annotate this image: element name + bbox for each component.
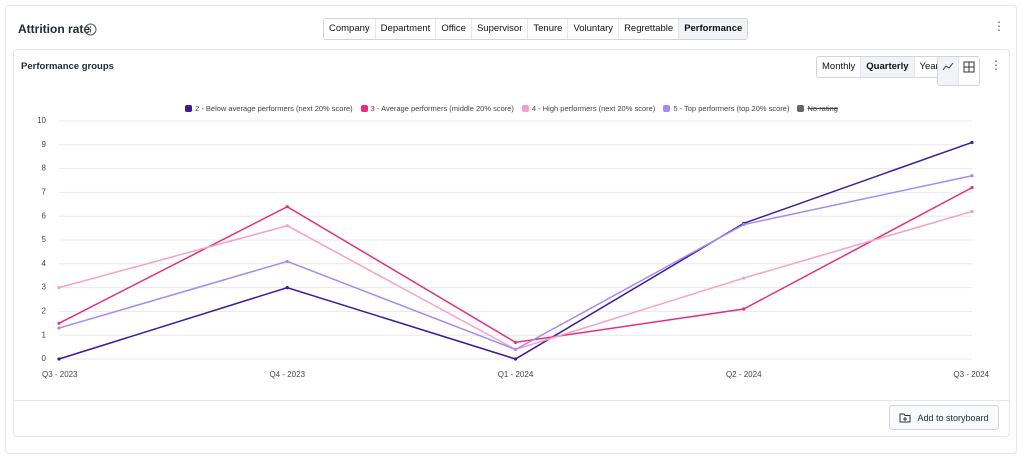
tab[interactable]: Regrettable	[619, 19, 680, 39]
y-tick-label: 5	[42, 235, 47, 244]
legend-label: 3 - Average performers (middle 20% score…	[370, 104, 514, 113]
legend-item[interactable]: 4 - High performers (next 20% score)	[521, 104, 656, 113]
tab[interactable]: Department	[376, 19, 437, 39]
point	[57, 286, 61, 290]
y-tick-label: 1	[42, 330, 47, 339]
legend-swatch	[360, 105, 368, 112]
x-tick-label: Q3 - 2024	[953, 370, 989, 379]
table-view[interactable]	[959, 57, 979, 85]
legend-swatch	[797, 105, 805, 112]
point	[742, 222, 746, 227]
point	[57, 357, 61, 361]
line-view[interactable]	[938, 57, 959, 85]
legend-item[interactable]: No rating	[797, 104, 838, 113]
point	[970, 140, 974, 145]
x-tick-label: Q4 - 2023	[269, 370, 305, 379]
period[interactable]: Monthly	[817, 57, 862, 77]
tab[interactable]: Tenure	[528, 19, 569, 39]
legend-label: 5 - Top performers (top 20% score)	[673, 104, 790, 113]
x-tick-label: Q1 - 2024	[498, 370, 534, 379]
legend-label: 2 - Below average performers (next 20% s…	[195, 104, 353, 113]
add-button[interactable]: Add to storyboard	[889, 405, 999, 430]
legend-label: No rating	[807, 104, 838, 113]
legend-item[interactable]: 2 - Below average performers (next 20% s…	[185, 104, 353, 113]
y-tick-label: 3	[42, 283, 47, 292]
series-line	[58, 175, 973, 351]
kebab[interactable]: ⋮	[993, 19, 1005, 33]
title: Attrition rate	[18, 22, 90, 36]
panel-kebab[interactable]: ⋮	[990, 58, 1002, 72]
legend-item[interactable]: 3 - Average performers (middle 20% score…	[360, 104, 514, 113]
point	[970, 174, 974, 178]
legend: 2 - Below average performers (next 20% s…	[13, 104, 1010, 113]
tab[interactable]: Supervisor	[472, 19, 529, 39]
y-tick-label: 9	[42, 140, 47, 149]
y-tick-label: 8	[42, 164, 47, 173]
outer-card	[5, 5, 1017, 454]
y-tick-label: 4	[42, 259, 47, 268]
point	[57, 321, 61, 325]
legend-label: 4 - High performers (next 20% score)	[531, 104, 656, 113]
panel-title: Performance groups	[21, 61, 114, 72]
divider	[13, 400, 1010, 401]
y-tick-label: 2	[42, 307, 47, 316]
legend-item[interactable]: 5 - Top performers (top 20% score)	[663, 104, 789, 113]
x-tick-label: Q3 - 2023	[42, 370, 78, 379]
legend-swatch	[185, 105, 193, 112]
point	[742, 307, 746, 311]
info-icon[interactable]	[84, 23, 97, 36]
tabs: Company Department Office Supervisor Tenure V…	[323, 18, 749, 40]
legend-swatch	[521, 105, 529, 112]
y-tick-label: 0	[42, 354, 47, 363]
point	[513, 347, 518, 352]
x-tick-label: Q2 - 2024	[726, 370, 762, 379]
y-tick-label: 10	[37, 116, 46, 125]
period[interactable]: Quarterly	[861, 57, 915, 77]
view-toggle	[937, 56, 980, 86]
chart: 0 1 2 3 4 5 6 7 8 9 10 Q3 - 2023 Q4 - 2023 Q1 - 2024 Q…	[37, 116, 989, 379]
period-toggle: Monthly Quarterly Yearly	[816, 56, 952, 78]
point	[285, 259, 289, 264]
point	[513, 357, 518, 361]
legend-swatch	[663, 105, 671, 112]
tab[interactable]: Performance	[679, 19, 748, 39]
point	[285, 286, 289, 290]
point	[285, 224, 289, 228]
point	[970, 186, 974, 190]
point	[742, 276, 746, 280]
point	[285, 205, 289, 209]
point	[57, 326, 61, 330]
point	[513, 340, 518, 344]
tab[interactable]: Office	[436, 19, 472, 39]
point	[970, 209, 974, 214]
y-tick-label: 7	[42, 188, 47, 197]
series-line	[58, 210, 973, 351]
period[interactable]: Yearly	[919, 61, 946, 72]
button-label: Add to storyboard	[917, 412, 989, 423]
series-line	[58, 186, 973, 344]
y-tick-label: 6	[42, 211, 47, 220]
tab[interactable]: Company	[324, 19, 376, 39]
tab[interactable]: Voluntary	[568, 19, 620, 39]
panel	[13, 49, 1010, 437]
